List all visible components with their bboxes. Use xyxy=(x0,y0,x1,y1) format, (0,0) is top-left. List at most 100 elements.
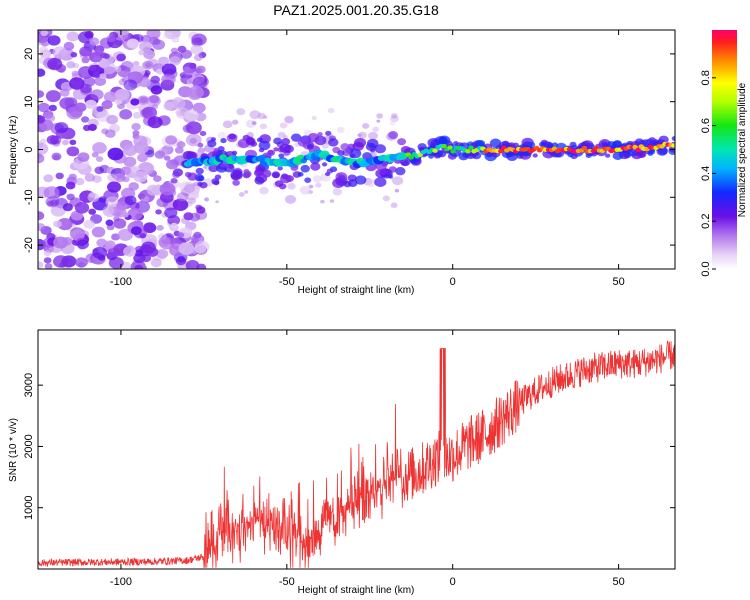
heatmap-cell xyxy=(300,164,310,173)
heatmap-cell xyxy=(671,136,675,141)
heatmap-cell xyxy=(450,149,456,154)
heatmap-cell xyxy=(243,168,250,174)
heatmap-cell xyxy=(389,121,396,126)
heatmap-cell xyxy=(648,148,656,155)
heatmap-cell xyxy=(272,172,280,179)
heatmap-cell xyxy=(256,137,263,143)
heatmap-cell xyxy=(299,185,311,195)
heatmap-cell xyxy=(604,153,611,158)
heatmap-cell xyxy=(122,144,138,157)
heatmap-cell xyxy=(395,167,406,176)
heatmap-cell xyxy=(71,70,79,77)
heatmap-cell xyxy=(532,153,538,158)
heatmap-cell xyxy=(330,166,338,173)
heatmap-cell xyxy=(176,141,186,149)
heatmap-cell xyxy=(465,149,471,154)
heatmap-cell xyxy=(66,106,83,120)
snr-xtick-label: -50 xyxy=(279,576,295,588)
heatmap-cell xyxy=(91,226,106,238)
heatmap-cell xyxy=(547,142,554,149)
heatmap-cell xyxy=(249,110,261,120)
snr-x-ticks: -100 -50 0 50 xyxy=(110,330,625,588)
colorbar-tick-label: 0.6 xyxy=(700,118,712,133)
heatmap-cell xyxy=(187,172,198,181)
heatmap-cell xyxy=(342,149,351,157)
heatmap-cell xyxy=(185,260,200,269)
heatmap-cell xyxy=(38,115,46,124)
heatmap-cell xyxy=(150,75,161,84)
heatmap-cell xyxy=(66,193,75,201)
heatmap-cell xyxy=(208,164,219,173)
snr-x-axis-label: Height of straight line (km) xyxy=(298,585,415,596)
heatmap-cell xyxy=(75,257,88,268)
heatmap-cell xyxy=(261,169,272,178)
heatmap-cell xyxy=(348,179,358,188)
heatmap-cell xyxy=(320,199,325,204)
heatmap-cell xyxy=(44,263,53,269)
heatmap-cell xyxy=(567,152,574,158)
heatmap-cell xyxy=(468,145,474,150)
heatmap-cell xyxy=(79,46,93,57)
heatmap-cell xyxy=(103,91,118,103)
heatmap-cell xyxy=(232,179,240,186)
heatmap-cell xyxy=(204,197,210,202)
heatmap-cell xyxy=(191,37,203,47)
heatmap-cell xyxy=(325,172,331,177)
heatmap-cell xyxy=(259,123,268,130)
heatmap-cell xyxy=(441,143,447,149)
heatmap-cell xyxy=(66,31,80,42)
heatmap-cell xyxy=(267,150,274,155)
heatmap-cell xyxy=(297,137,310,147)
heatmap-cell xyxy=(68,173,77,181)
spectrogram-panel: -100 -50 0 50 20 10 0 -10 -20 Height of straigh… xyxy=(8,29,676,296)
heatmap-cell xyxy=(163,155,171,161)
heatmap-cell xyxy=(70,229,85,241)
heatmap-cell xyxy=(137,153,148,163)
heatmap-cell xyxy=(222,120,233,129)
heatmap-cell xyxy=(361,122,370,129)
heatmap-cell xyxy=(89,37,100,46)
heatmap-cell xyxy=(158,236,171,247)
heatmap-cell xyxy=(379,169,387,176)
heatmap-cell xyxy=(150,258,162,268)
heatmap-cell xyxy=(372,126,380,132)
heatmap-cell xyxy=(116,53,126,62)
heatmap-cell xyxy=(476,139,486,147)
heatmap-cell xyxy=(122,246,137,257)
heatmap-cell xyxy=(45,90,61,103)
heatmap-cell xyxy=(158,56,170,66)
heatmap-cell xyxy=(183,212,194,221)
heatmap-cell xyxy=(231,119,239,125)
heatmap-cell xyxy=(77,152,90,162)
heatmap-cell xyxy=(354,137,367,148)
spectrogram-ytick-label: 10 xyxy=(23,96,35,108)
heatmap-cell xyxy=(119,109,133,120)
heatmap-cell xyxy=(172,171,181,179)
heatmap-cell xyxy=(658,146,668,155)
heatmap-cell xyxy=(447,145,453,150)
heatmap-cell xyxy=(134,264,144,269)
heatmap-cell xyxy=(185,151,197,160)
heatmap-cell xyxy=(59,88,70,97)
heatmap-cell xyxy=(228,133,237,140)
heatmap-cell xyxy=(236,108,246,116)
heatmap-cell xyxy=(63,41,75,51)
heatmap-cell xyxy=(354,175,367,185)
heatmap-cell xyxy=(96,106,104,112)
heatmap-cell xyxy=(277,131,286,138)
colorbar-tick-label: 0.8 xyxy=(700,70,712,85)
heatmap-cell xyxy=(161,63,177,76)
heatmap-cell xyxy=(154,150,166,159)
heatmap-cell xyxy=(105,240,116,249)
heatmap-cell xyxy=(528,141,536,148)
heatmap-cell xyxy=(177,255,186,262)
heatmap-cell xyxy=(312,175,323,183)
heatmap-cell xyxy=(81,116,90,123)
heatmap-cell xyxy=(213,147,219,153)
heatmap-cell xyxy=(321,162,328,167)
heatmap-cell xyxy=(273,147,279,152)
heatmap-cell xyxy=(121,211,129,218)
heatmap-cell xyxy=(193,231,202,239)
heatmap-cell xyxy=(70,52,78,58)
heatmap-cell xyxy=(183,68,194,77)
